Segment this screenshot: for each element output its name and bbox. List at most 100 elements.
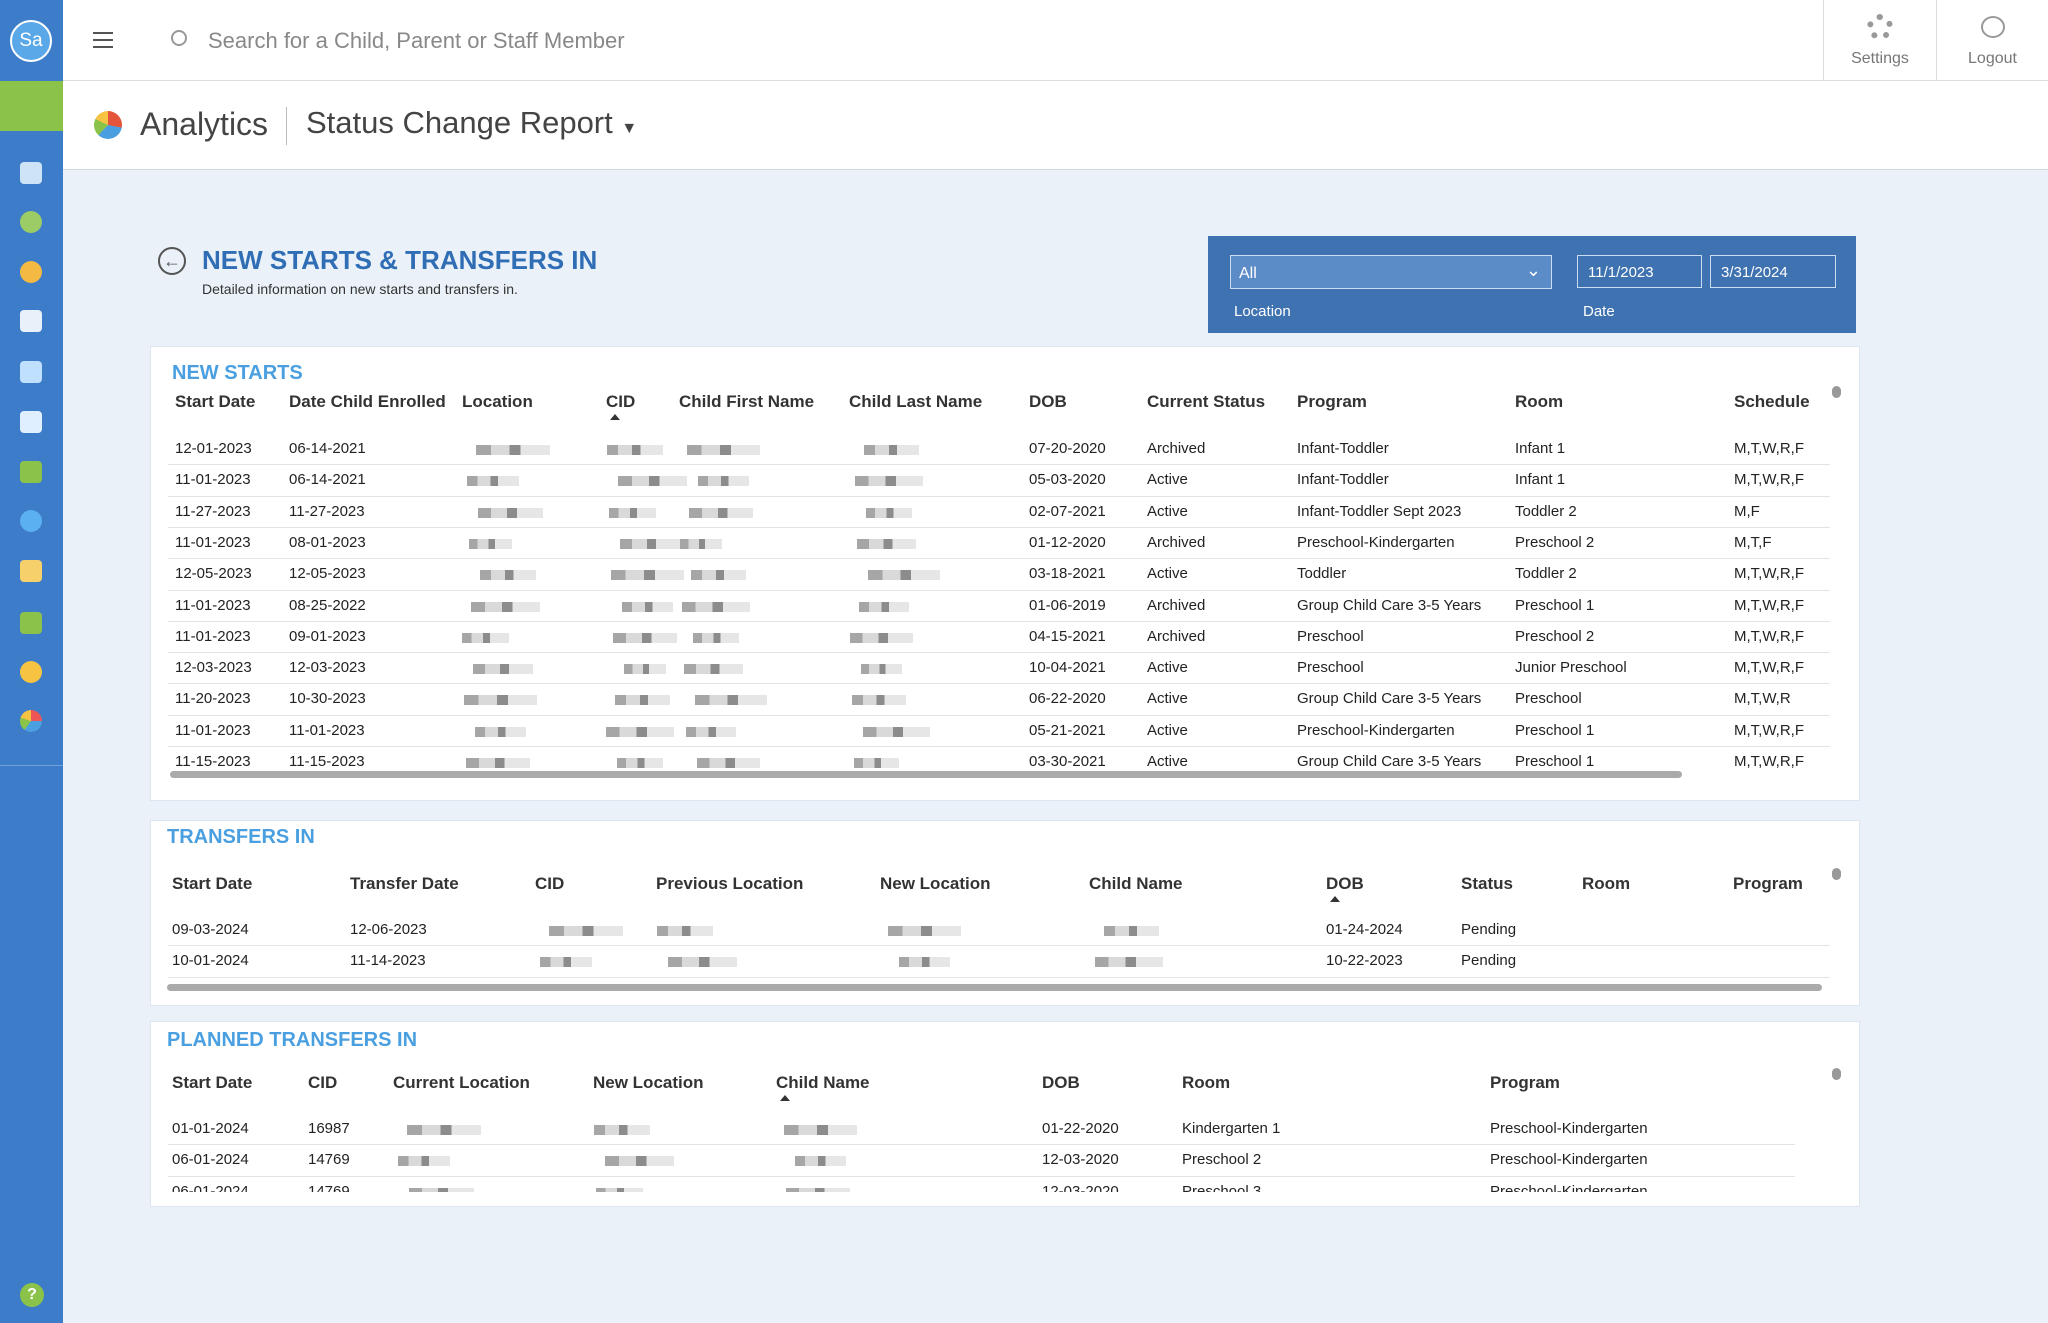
column-header[interactable]: Room <box>1582 874 1631 893</box>
column-header[interactable]: Current Location <box>393 1073 530 1092</box>
scrollbar[interactable] <box>167 984 1822 991</box>
column-header[interactable]: Start Date <box>172 1073 253 1092</box>
redacted-cell <box>617 758 663 768</box>
search-input[interactable]: Search for a Child, Parent or Staff Memb… <box>208 28 625 53</box>
home-icon[interactable] <box>0 81 63 131</box>
column-header[interactable]: Start Date <box>175 392 256 411</box>
column-header[interactable]: Schedule <box>1734 392 1810 411</box>
settings-button[interactable]: Settings <box>1823 0 1936 81</box>
cell: 11-01-2023 <box>175 596 251 614</box>
nav-icon[interactable] <box>20 411 42 433</box>
nav-icon[interactable] <box>20 560 42 582</box>
row-divider <box>168 1175 1795 1177</box>
redacted-cell <box>464 695 537 706</box>
column-header[interactable]: Date Child Enrolled <box>289 392 446 411</box>
nav-icon[interactable] <box>20 211 42 233</box>
cell: 12-03-2020 <box>1042 1151 1119 1169</box>
nav-icon[interactable] <box>20 261 42 283</box>
cell: Preschool-Kindergarten <box>1297 533 1455 551</box>
avatar[interactable]: Sa <box>10 20 52 62</box>
column-header[interactable]: New Location <box>593 1073 704 1092</box>
section-title: NEW STARTS <box>172 362 303 384</box>
date-to[interactable]: 3/31/2024 <box>1710 255 1836 288</box>
nav-icon[interactable] <box>20 461 42 483</box>
cell: Active <box>1147 471 1188 489</box>
column-header[interactable]: Room <box>1182 1073 1231 1092</box>
nav-icon[interactable] <box>20 361 42 383</box>
help-icon[interactable]: ? <box>20 1283 44 1307</box>
column-header[interactable]: Program <box>1297 392 1367 411</box>
cell: Infant-Toddler <box>1297 471 1389 489</box>
analytics-icon <box>94 111 122 139</box>
column-header[interactable]: DOB <box>1029 392 1067 411</box>
redacted-cell <box>795 1156 846 1167</box>
redacted-cell <box>861 664 902 675</box>
cell: Group Child Care 3-5 Years <box>1297 596 1482 614</box>
column-header[interactable]: Transfer Date <box>350 874 459 893</box>
cell: 06-01-2024 <box>172 1151 249 1169</box>
cell: 01-12-2020 <box>1029 533 1106 551</box>
nav-icon[interactable] <box>20 710 42 732</box>
nav-icon[interactable] <box>20 162 42 184</box>
column-header[interactable]: Start Date <box>172 874 253 893</box>
redacted-cell <box>852 695 906 706</box>
column-header[interactable]: Previous Location <box>656 874 804 893</box>
column-header[interactable]: Program <box>1733 874 1803 893</box>
sort-arrow <box>1330 896 1340 902</box>
redacted-cell <box>863 726 930 737</box>
column-header[interactable]: Child Name <box>776 1073 870 1092</box>
cell: Infant 1 <box>1515 440 1566 457</box>
cell: 07-20-2020 <box>1029 440 1106 457</box>
nav-icon[interactable] <box>20 612 42 634</box>
cell: 16987 <box>308 1120 350 1137</box>
column-header[interactable]: Room <box>1515 392 1564 411</box>
column-header[interactable]: Child Name <box>1089 874 1183 893</box>
column-header[interactable]: CID <box>535 874 565 893</box>
column-header[interactable]: Status <box>1461 874 1513 893</box>
cell: 03-30-2021 <box>1029 753 1106 768</box>
column-header[interactable]: Child First Name <box>679 392 815 411</box>
scroll-dot[interactable] <box>1832 386 1841 398</box>
location-select[interactable]: All ⌄ <box>1230 255 1552 289</box>
nav-icon[interactable] <box>20 510 42 532</box>
cell: Group Child Care 3-5 Years <box>1297 690 1482 708</box>
column-header[interactable]: Location <box>462 392 533 411</box>
date-from[interactable]: 11/1/2023 <box>1577 255 1702 288</box>
column-header[interactable]: Child Last Name <box>849 392 983 411</box>
redacted-cell <box>1095 957 1163 968</box>
redacted-cell <box>466 758 530 768</box>
redacted-cell <box>695 695 767 706</box>
cell: Archived <box>1147 440 1206 457</box>
column-header[interactable]: CID <box>606 392 636 411</box>
cell: Pending <box>1461 921 1517 938</box>
scrollbar[interactable] <box>170 771 1682 778</box>
column-header[interactable]: Current Status <box>1147 392 1266 411</box>
nav-icon[interactable] <box>20 310 42 332</box>
scroll-dot[interactable] <box>1832 868 1841 880</box>
cell: 09-01-2023 <box>289 627 366 645</box>
row-divider <box>168 558 1830 560</box>
column-header[interactable]: New Location <box>880 874 991 893</box>
nav-icon[interactable] <box>20 661 42 683</box>
column-header[interactable]: DOB <box>1042 1073 1080 1092</box>
column-header[interactable]: DOB <box>1326 874 1364 893</box>
report-dropdown[interactable]: Status Change Report ▼ <box>306 105 638 140</box>
column-header[interactable]: Program <box>1490 1073 1560 1092</box>
cell: Preschool 3 <box>1182 1182 1262 1192</box>
scroll-dot[interactable] <box>1832 1068 1841 1080</box>
redacted-cell <box>866 507 912 518</box>
redacted-cell <box>462 632 509 643</box>
sort-arrow <box>780 1095 790 1101</box>
cell: Preschool 1 <box>1515 596 1595 614</box>
logout-button[interactable]: Logout <box>1936 0 2048 81</box>
cell: Toddler 2 <box>1515 565 1577 583</box>
redacted-cell <box>684 664 743 675</box>
cell: Preschool 2 <box>1515 627 1595 645</box>
column-header[interactable]: CID <box>308 1073 338 1092</box>
logout-label: Logout <box>1968 50 2017 67</box>
back-button[interactable]: ← <box>158 247 186 275</box>
redacted-cell <box>624 664 666 675</box>
menu-button[interactable] <box>93 32 113 48</box>
cell: 12-01-2023 <box>175 440 252 457</box>
redacted-cell <box>850 632 913 643</box>
